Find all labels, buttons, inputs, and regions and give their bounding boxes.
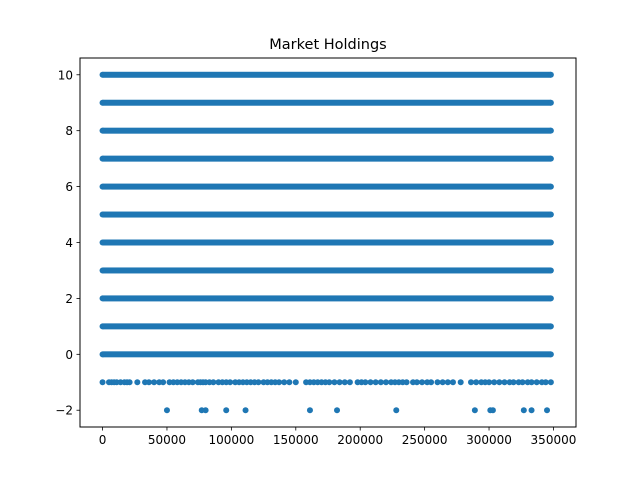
data-point	[491, 379, 498, 386]
data-point	[292, 379, 299, 386]
x-tick-label: 0	[99, 433, 107, 447]
data-point	[413, 379, 420, 386]
data-point	[189, 379, 196, 386]
data-point	[457, 379, 464, 386]
data-point	[202, 407, 209, 414]
x-tick-label: 350000	[531, 433, 577, 447]
data-point	[336, 379, 343, 386]
y-tick-label: 8	[65, 124, 73, 138]
data-band-y9	[99, 99, 554, 106]
data-point	[486, 379, 493, 386]
data-point	[341, 379, 348, 386]
data-point	[382, 379, 389, 386]
data-point	[544, 407, 551, 414]
data-point	[444, 379, 451, 386]
data-point	[496, 379, 503, 386]
data-point	[210, 379, 217, 386]
data-point	[126, 379, 133, 386]
data-point	[542, 379, 549, 386]
data-point	[134, 379, 141, 386]
data-point	[151, 379, 158, 386]
data-point	[439, 379, 446, 386]
x-tick-label: 250000	[402, 433, 448, 447]
y-tick-label: 4	[65, 236, 73, 250]
data-point	[519, 379, 526, 386]
data-point	[489, 407, 496, 414]
y-tick-label: 2	[65, 292, 73, 306]
x-tick-label: 150000	[273, 433, 319, 447]
y-tick-label: 10	[58, 68, 73, 82]
data-band-y5	[99, 211, 554, 218]
points-layer	[99, 71, 554, 414]
y-axis: −2 0 2 4 6 8 10	[55, 68, 80, 418]
data-point	[306, 407, 313, 414]
x-tick-label: 100000	[208, 433, 254, 447]
data-point	[510, 379, 517, 386]
data-point	[367, 379, 374, 386]
data-band-y4	[99, 239, 554, 246]
data-point	[528, 379, 535, 386]
data-point	[255, 379, 262, 386]
data-band-y8	[99, 127, 554, 134]
data-point	[533, 379, 540, 386]
data-point	[428, 379, 435, 386]
data-point	[434, 379, 441, 386]
data-point	[501, 379, 508, 386]
data-band-y6	[99, 183, 554, 190]
data-point	[281, 379, 288, 386]
data-point	[276, 379, 283, 386]
data-point	[346, 379, 353, 386]
data-point	[393, 407, 400, 414]
data-band-y2	[99, 295, 554, 302]
chart-title: Market Holdings	[269, 37, 386, 53]
data-point	[227, 379, 234, 386]
data-point	[223, 407, 230, 414]
data-point	[473, 379, 480, 386]
y-tick-label: 0	[65, 348, 73, 362]
data-band-y0	[99, 351, 554, 358]
data-band-y1	[99, 323, 554, 330]
data-band-y7	[99, 155, 554, 162]
x-axis: 0 50000 100000 150000 200000 250000 300000 3500…	[99, 427, 577, 447]
data-band-y10	[99, 71, 554, 78]
data-point	[520, 407, 527, 414]
data-point	[160, 379, 167, 386]
x-tick-label: 50000	[148, 433, 186, 447]
data-point	[377, 379, 384, 386]
data-point	[547, 379, 554, 386]
data-point	[403, 379, 410, 386]
data-point	[163, 407, 170, 414]
data-point	[419, 379, 426, 386]
data-point	[334, 407, 341, 414]
data-point	[372, 379, 379, 386]
data-point	[242, 407, 249, 414]
data-band-y3	[99, 267, 554, 274]
x-tick-label: 300000	[466, 433, 512, 447]
data-point	[326, 379, 333, 386]
x-tick-label: 200000	[337, 433, 383, 447]
data-point	[362, 379, 369, 386]
data-point	[528, 407, 535, 414]
y-tick-label: −2	[55, 404, 73, 418]
data-point	[331, 379, 338, 386]
data-point	[145, 379, 152, 386]
y-tick-label: 6	[65, 180, 73, 194]
data-point	[99, 379, 106, 386]
data-point	[449, 379, 456, 386]
data-point	[471, 407, 478, 414]
data-point	[468, 379, 475, 386]
data-point	[286, 379, 293, 386]
